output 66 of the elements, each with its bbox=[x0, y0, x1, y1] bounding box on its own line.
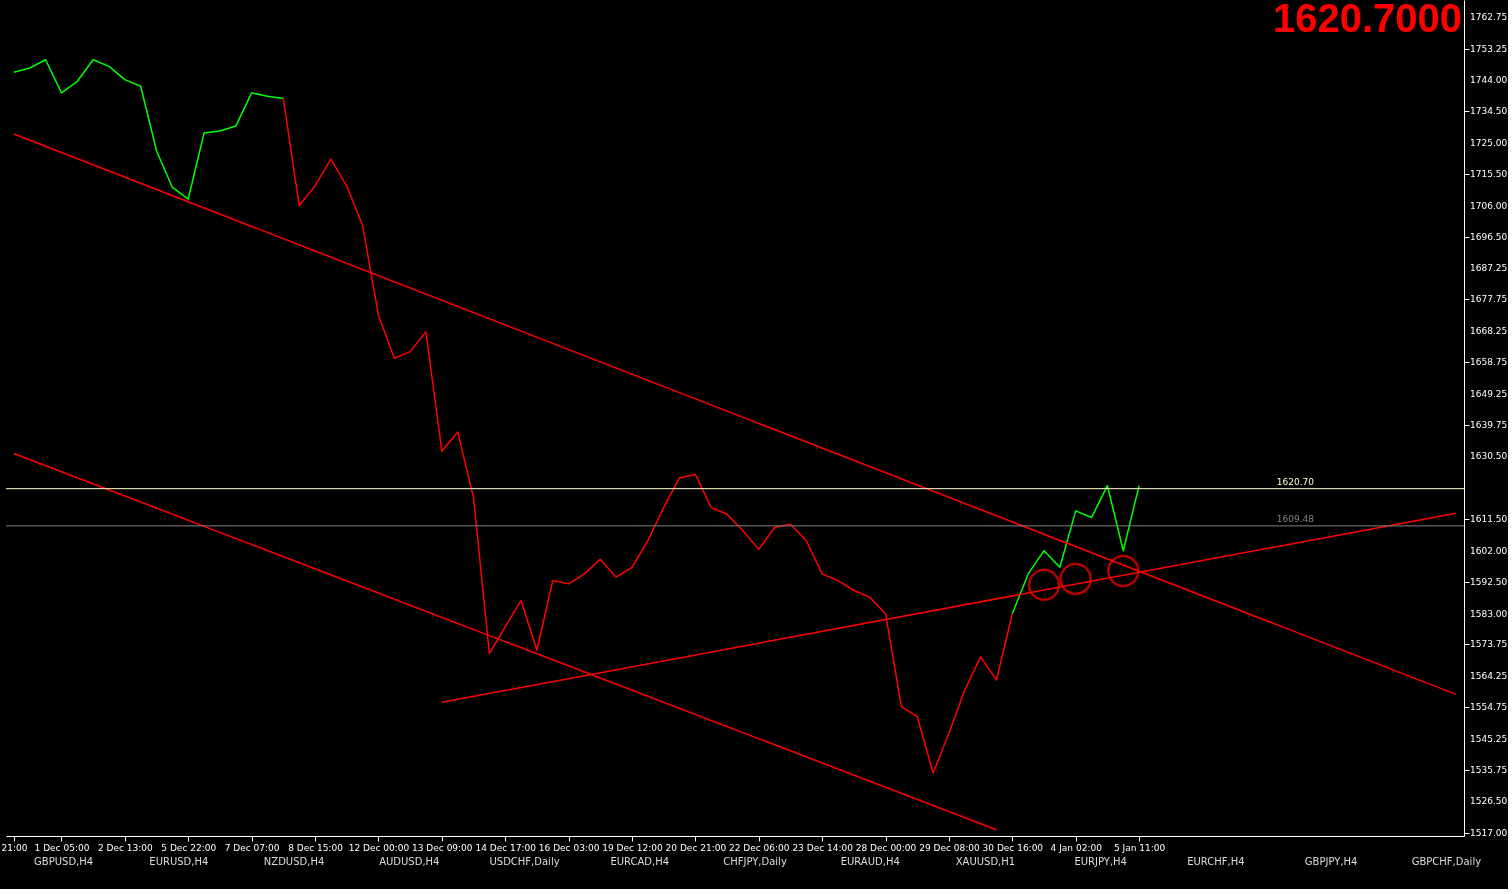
y-tick-label: 1677.75 bbox=[1470, 294, 1508, 305]
y-tick-label: 1744.00 bbox=[1470, 74, 1508, 85]
text: XAUUSD,H1 bbox=[955, 856, 1016, 867]
y-tick-label: 1535.75 bbox=[1470, 765, 1508, 776]
ref-line-label: 1620.70 bbox=[1276, 476, 1315, 487]
x-tick-label: 5 Dec 22:00 bbox=[161, 842, 217, 853]
text: GBPCHF,Daily bbox=[1411, 856, 1482, 867]
point bbox=[1027, 568, 1061, 602]
y-tick-label: 1687.25 bbox=[1470, 262, 1508, 273]
y-tick-label: 1734.50 bbox=[1470, 106, 1508, 117]
text: EURCHF,H4 bbox=[1187, 856, 1245, 867]
x-tick-label: 20 Dec 21:00 bbox=[665, 842, 727, 853]
y-tick-label: 1564.25 bbox=[1470, 670, 1508, 681]
y-tick-label: 1630.50 bbox=[1470, 451, 1508, 462]
y-tick-label: 1554.75 bbox=[1470, 702, 1508, 713]
y-tick-label: 1658.75 bbox=[1470, 357, 1508, 368]
y-tick-label: 1696.50 bbox=[1470, 232, 1508, 243]
x-tick-label: 8 Dec 15:00 bbox=[288, 842, 344, 853]
x-tick-label: 21:00 bbox=[1, 842, 28, 853]
line-series bbox=[1011, 484, 1140, 615]
point bbox=[1107, 554, 1140, 588]
y-tick-label: 1573.75 bbox=[1470, 639, 1508, 650]
x-tick-label: 29 Dec 08:00 bbox=[919, 842, 980, 853]
x-tick-label: 16 Dec 03:00 bbox=[538, 842, 600, 853]
y-tick-label: 1649.25 bbox=[1470, 388, 1508, 399]
text: EURJPY,H4 bbox=[1074, 856, 1127, 867]
text: EURUSD,H4 bbox=[149, 856, 209, 867]
y-tick-label: 1753.25 bbox=[1470, 43, 1508, 54]
y-tick-label: 1762.75 bbox=[1470, 12, 1508, 23]
text: USDCHF,Daily bbox=[489, 856, 560, 867]
x-tick-label: 1 Dec 05:00 bbox=[34, 842, 90, 853]
x-tick-label: 5 Jan 11:00 bbox=[1113, 842, 1166, 853]
y-tick-label: 1583.00 bbox=[1470, 608, 1508, 619]
y-tick-label: 1545.25 bbox=[1470, 733, 1508, 744]
text: EURCAD,H4 bbox=[610, 856, 670, 867]
y-tick-label: 1602.00 bbox=[1470, 545, 1508, 556]
ref-line-label: 1609.48 bbox=[1276, 513, 1315, 524]
text: NZDUSD,H4 bbox=[263, 856, 325, 867]
x-tick-label: 22 Dec 06:00 bbox=[729, 842, 790, 853]
y-tick-label: 1592.50 bbox=[1470, 577, 1508, 588]
y-tick-label: 1725.00 bbox=[1470, 137, 1508, 148]
x-tick-label: 14 Dec 17:00 bbox=[475, 842, 537, 853]
y-tick-label: 1706.00 bbox=[1470, 200, 1508, 211]
x-tick-label: 30 Dec 16:00 bbox=[982, 842, 1044, 853]
y-tick-label: 1639.75 bbox=[1470, 420, 1508, 431]
x-tick-label: 2 Dec 13:00 bbox=[97, 842, 154, 853]
text: EURAUD,H4 bbox=[840, 856, 900, 867]
text: GBPJPY,H4 bbox=[1304, 856, 1358, 867]
text: AUDUSD,H4 bbox=[379, 856, 440, 867]
x-tick-label: 4 Jan 02:00 bbox=[1050, 842, 1103, 853]
point bbox=[1059, 562, 1092, 596]
x-tick-label: 19 Dec 12:00 bbox=[602, 842, 664, 853]
y-tick-label: 1611.50 bbox=[1470, 514, 1508, 525]
text: CHFJPY,Daily bbox=[723, 856, 787, 867]
x-tick-label: 28 Dec 00:00 bbox=[855, 842, 917, 853]
x-tick-label: 13 Dec 09:00 bbox=[412, 842, 473, 853]
x-tick-label: 7 Dec 07:00 bbox=[224, 842, 280, 853]
text: GBPUSD,H4 bbox=[34, 856, 94, 867]
x-tick-label: 23 Dec 14:00 bbox=[792, 842, 854, 853]
annotation: 1620.7000 bbox=[1272, 0, 1462, 40]
y-tick-label: 1517.00 bbox=[1470, 827, 1508, 838]
y-tick-label: 1715.50 bbox=[1470, 169, 1508, 180]
line-series bbox=[13, 58, 285, 200]
x-tick-label: 12 Dec 00:00 bbox=[348, 842, 410, 853]
y-tick-label: 1526.50 bbox=[1470, 796, 1508, 807]
y-tick-label: 1668.25 bbox=[1470, 325, 1508, 336]
